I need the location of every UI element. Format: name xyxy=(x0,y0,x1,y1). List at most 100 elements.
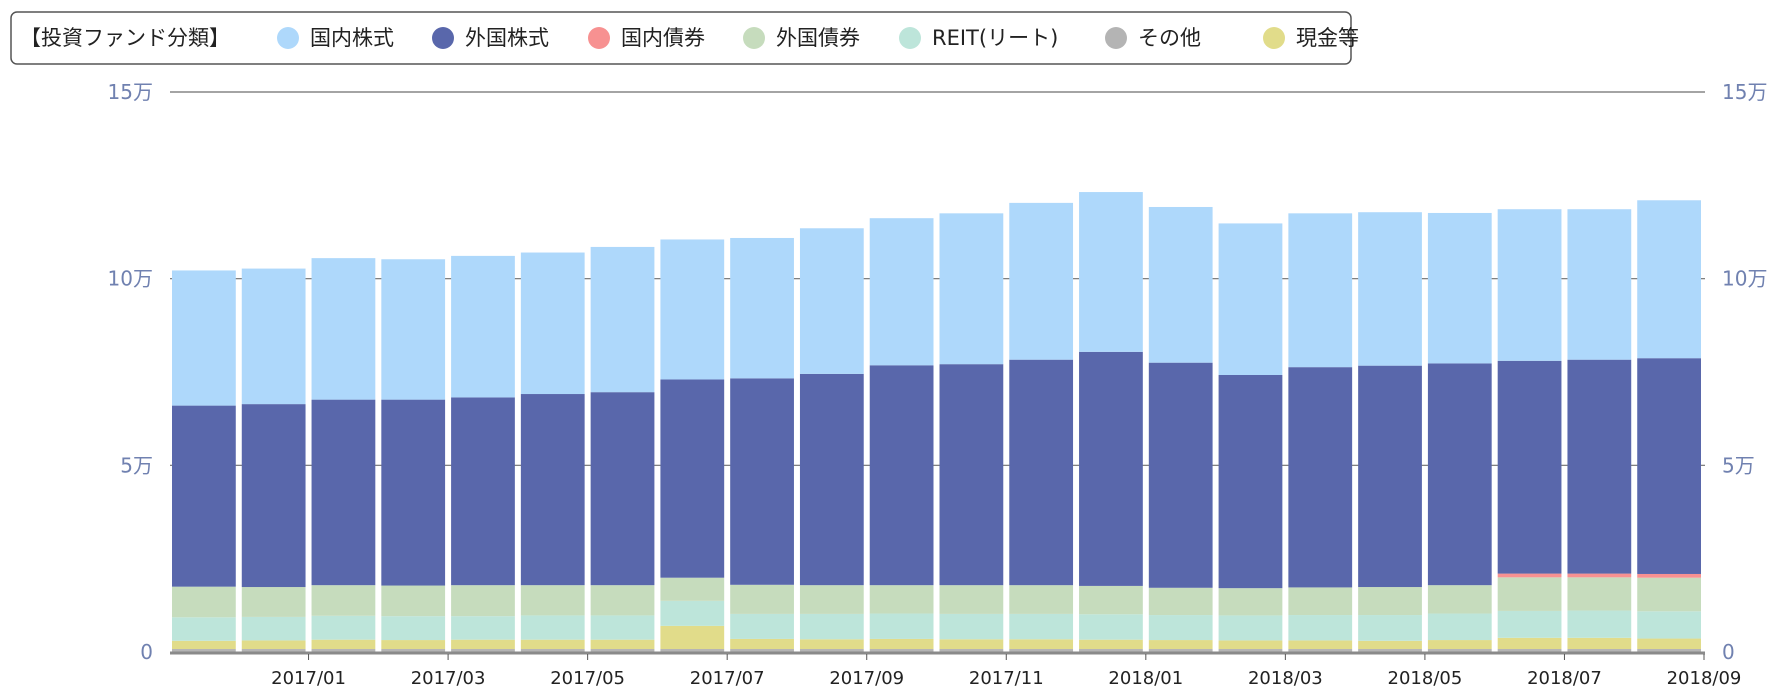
bar-stack[interactable] xyxy=(1497,209,1562,652)
bar-segment[interactable] xyxy=(172,640,236,650)
bar-stack[interactable] xyxy=(1009,202,1074,652)
bar-segment[interactable] xyxy=(1567,610,1632,638)
bar-segment[interactable] xyxy=(241,404,306,588)
bar-segment[interactable] xyxy=(1427,649,1492,652)
bar-segment[interactable] xyxy=(1567,649,1632,652)
bar-stack[interactable] xyxy=(939,213,1004,652)
bar-segment[interactable] xyxy=(311,649,376,652)
bar-segment[interactable] xyxy=(660,239,725,380)
bar-segment[interactable] xyxy=(241,616,306,641)
bar-stack[interactable] xyxy=(1427,212,1492,652)
bar-segment[interactable] xyxy=(1288,649,1353,652)
bar-segment[interactable] xyxy=(590,392,655,586)
bar-segment[interactable] xyxy=(1009,359,1074,586)
bar-segment[interactable] xyxy=(520,394,585,586)
bar-segment[interactable] xyxy=(241,268,306,405)
bar-segment[interactable] xyxy=(311,615,376,640)
bar-segment[interactable] xyxy=(660,649,725,652)
bar-segment[interactable] xyxy=(939,364,1004,586)
bar-segment[interactable] xyxy=(381,585,446,617)
bar-segment[interactable] xyxy=(799,613,864,640)
bar-segment[interactable] xyxy=(660,625,725,650)
bar-segment[interactable] xyxy=(1288,587,1353,616)
bar-segment[interactable] xyxy=(1497,577,1562,611)
bar-segment[interactable] xyxy=(381,649,446,652)
bar-segment[interactable] xyxy=(451,649,515,652)
bar-segment[interactable] xyxy=(451,639,515,650)
bar-segment[interactable] xyxy=(1079,351,1143,586)
bar-segment[interactable] xyxy=(1427,585,1492,614)
bar-segment[interactable] xyxy=(520,615,585,640)
bar-stack[interactable] xyxy=(451,255,515,652)
bar-segment[interactable] xyxy=(1218,615,1283,641)
bar-segment[interactable] xyxy=(1427,363,1492,586)
legend-item[interactable]: 国内株式 xyxy=(277,26,394,50)
legend-item[interactable]: 外国株式 xyxy=(432,26,549,50)
bar-segment[interactable] xyxy=(311,399,376,586)
bar-segment[interactable] xyxy=(451,585,515,617)
bar-segment[interactable] xyxy=(1497,360,1562,574)
bar-segment[interactable] xyxy=(1427,640,1492,650)
bar-segment[interactable] xyxy=(660,577,725,601)
bar-segment[interactable] xyxy=(799,585,864,614)
bar-segment[interactable] xyxy=(1637,649,1701,652)
bar-segment[interactable] xyxy=(730,237,794,379)
bar-segment[interactable] xyxy=(451,397,515,586)
bar-segment[interactable] xyxy=(1009,613,1074,640)
bar-segment[interactable] xyxy=(1427,212,1492,364)
bar-segment[interactable] xyxy=(590,615,655,640)
bar-segment[interactable] xyxy=(1358,212,1422,366)
bar-segment[interactable] xyxy=(1218,649,1283,652)
bar-segment[interactable] xyxy=(1148,587,1213,616)
bar-segment[interactable] xyxy=(730,649,794,652)
bar-segment[interactable] xyxy=(1637,358,1701,574)
bar-segment[interactable] xyxy=(1497,649,1562,652)
bar-segment[interactable] xyxy=(1358,365,1422,588)
bar-segment[interactable] xyxy=(869,218,934,366)
bar-segment[interactable] xyxy=(381,640,446,650)
bar-segment[interactable] xyxy=(311,639,376,650)
bar-segment[interactable] xyxy=(1427,613,1492,641)
legend-item[interactable]: 外国債券 xyxy=(743,26,860,50)
bar-segment[interactable] xyxy=(1009,649,1074,652)
bar-segment[interactable] xyxy=(1148,649,1213,652)
bar-stack[interactable] xyxy=(1148,206,1213,652)
bar-segment[interactable] xyxy=(172,270,236,406)
bar-segment[interactable] xyxy=(451,616,515,640)
bar-segment[interactable] xyxy=(1567,577,1632,611)
bar-segment[interactable] xyxy=(1148,206,1213,363)
bar-segment[interactable] xyxy=(1288,640,1353,650)
bar-segment[interactable] xyxy=(1358,640,1422,650)
bar-stack[interactable] xyxy=(1637,200,1701,652)
bar-stack[interactable] xyxy=(172,270,236,652)
bar-segment[interactable] xyxy=(590,649,655,652)
bar-stack[interactable] xyxy=(1358,212,1422,652)
bar-stack[interactable] xyxy=(730,237,794,652)
bar-stack[interactable] xyxy=(241,268,306,652)
bar-segment[interactable] xyxy=(590,246,655,393)
bar-segment[interactable] xyxy=(311,258,376,400)
bar-segment[interactable] xyxy=(1218,223,1283,375)
bar-segment[interactable] xyxy=(241,649,306,652)
bar-segment[interactable] xyxy=(590,639,655,650)
bar-segment[interactable] xyxy=(730,378,794,585)
bar-segment[interactable] xyxy=(1567,637,1632,650)
bar-segment[interactable] xyxy=(172,405,236,587)
bar-segment[interactable] xyxy=(1497,573,1562,578)
bar-stack[interactable] xyxy=(660,239,725,652)
bar-segment[interactable] xyxy=(520,585,585,616)
bar-stack[interactable] xyxy=(799,228,864,652)
bar-segment[interactable] xyxy=(241,587,306,617)
bar-stack[interactable] xyxy=(1567,209,1632,652)
bar-segment[interactable] xyxy=(311,585,376,616)
bar-segment[interactable] xyxy=(1637,638,1701,650)
bar-segment[interactable] xyxy=(1637,611,1701,639)
bar-segment[interactable] xyxy=(799,373,864,586)
bar-segment[interactable] xyxy=(1637,573,1701,578)
bar-segment[interactable] xyxy=(1567,573,1632,578)
bar-segment[interactable] xyxy=(1148,615,1213,641)
bar-segment[interactable] xyxy=(939,639,1004,650)
bar-segment[interactable] xyxy=(1148,362,1213,588)
bar-segment[interactable] xyxy=(241,640,306,650)
bar-segment[interactable] xyxy=(799,639,864,650)
